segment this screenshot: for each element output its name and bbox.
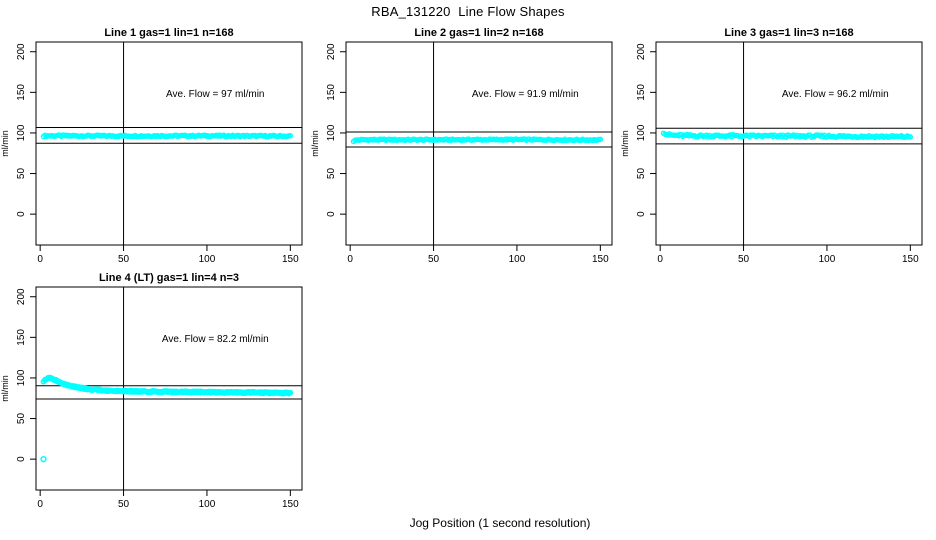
plot-box xyxy=(345,41,613,246)
y-tick-label: 200 xyxy=(16,43,27,60)
x-tick-label: 0 xyxy=(37,499,43,510)
x-tick-label: 50 xyxy=(118,499,130,510)
y-tick-label: 150 xyxy=(16,84,27,101)
y-axis-label: ml/min xyxy=(310,130,320,157)
x-tick-label: 150 xyxy=(592,254,609,265)
y-axis-label: ml/min xyxy=(620,130,630,157)
x-tick-label: 150 xyxy=(902,254,919,265)
data-points xyxy=(660,130,914,141)
y-tick-label: 50 xyxy=(326,168,337,180)
flow-point xyxy=(287,133,294,139)
plot-box xyxy=(35,41,303,246)
main-title: RBA_131220 Line Flow Shapes xyxy=(371,4,565,19)
data-points xyxy=(350,136,604,145)
y-tick-label: 0 xyxy=(16,456,27,462)
data-points xyxy=(40,374,294,463)
y-tick-label: 150 xyxy=(636,84,647,101)
x-tick-label: 100 xyxy=(199,499,216,510)
y-tick-label: 50 xyxy=(636,168,647,180)
flow-point xyxy=(597,136,604,143)
data-points xyxy=(40,132,294,140)
panel-title: Line 2 gas=1 lin=2 n=168 xyxy=(414,27,543,39)
plot-box xyxy=(35,286,303,491)
panel-line-1: Line 1 gas=1 lin=1 n=168 0 50 100 150 0 50 100 1… xyxy=(0,27,303,265)
panel-title: Line 1 gas=1 lin=1 n=168 xyxy=(104,27,233,39)
avg-flow-annotation: Ave. Flow = 96.2 ml/min xyxy=(782,89,889,100)
y-tick-label: 100 xyxy=(16,124,27,141)
avg-flow-annotation: Ave. Flow = 82.2 ml/min xyxy=(162,334,269,345)
flow-point xyxy=(287,389,294,396)
x-tick-label: 150 xyxy=(282,499,299,510)
y-axis-label: ml/min xyxy=(0,375,10,402)
x-tick-label: 100 xyxy=(819,254,836,265)
x-tick-label: 100 xyxy=(509,254,526,265)
y-tick-label: 100 xyxy=(326,124,337,141)
y-tick-label: 100 xyxy=(636,124,647,141)
y-tick-label: 150 xyxy=(16,329,27,346)
x-tick-label: 50 xyxy=(118,254,130,265)
x-tick-label: 150 xyxy=(282,254,299,265)
y-tick-label: 200 xyxy=(636,43,647,60)
y-tick-label: 50 xyxy=(16,168,27,180)
x-tick-label: 0 xyxy=(657,254,663,265)
panel-title: Line 3 gas=1 lin=3 n=168 xyxy=(724,27,853,39)
x-tick-label: 0 xyxy=(37,254,43,265)
x-axis-label: Jog Position (1 second resolution) xyxy=(409,516,591,530)
panel-line-2: Line 2 gas=1 lin=2 n=168 0 50 100 150 0 50 100 1… xyxy=(310,27,613,265)
outlier-point xyxy=(40,455,47,463)
panel-line-4: Line 4 (LT) gas=1 lin=4 n=3 0 50 100 150 0 50 1… xyxy=(0,272,303,510)
y-tick-label: 200 xyxy=(326,43,337,60)
x-tick-label: 50 xyxy=(738,254,750,265)
avg-flow-annotation: Ave. Flow = 91.9 ml/min xyxy=(472,89,579,100)
y-tick-label: 0 xyxy=(16,211,27,217)
x-tick-label: 0 xyxy=(347,254,353,265)
flow-point xyxy=(907,134,914,140)
y-tick-label: 200 xyxy=(16,288,27,305)
y-tick-label: 0 xyxy=(636,211,647,217)
x-tick-label: 100 xyxy=(199,254,216,265)
avg-flow-annotation: Ave. Flow = 97 ml/min xyxy=(166,89,264,100)
y-tick-label: 0 xyxy=(326,211,337,217)
panel-line-3: Line 3 gas=1 lin=3 n=168 0 50 100 150 0 50 100 1… xyxy=(620,27,923,265)
x-tick-label: 50 xyxy=(428,254,440,265)
y-axis-label: ml/min xyxy=(0,130,10,157)
y-tick-label: 100 xyxy=(16,369,27,386)
y-tick-label: 50 xyxy=(16,413,27,425)
y-tick-label: 150 xyxy=(326,84,337,101)
panel-title: Line 4 (LT) gas=1 lin=4 n=3 xyxy=(99,272,239,284)
plot-box xyxy=(655,41,923,246)
